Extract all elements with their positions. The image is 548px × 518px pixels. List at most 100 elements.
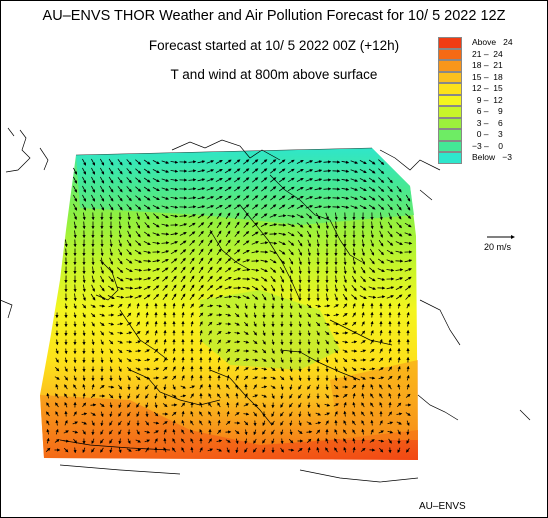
wind-arrow	[136, 384, 140, 391]
legend-label: 3 – 6	[472, 117, 503, 128]
wind-arrow	[341, 169, 350, 173]
wind-arrow	[180, 394, 187, 398]
wind-arrow	[163, 437, 167, 444]
wind-arrow	[404, 276, 412, 282]
wind-arrow	[262, 438, 266, 444]
wind-arrow	[234, 349, 241, 353]
legend-label: 15 – 18	[472, 71, 503, 82]
wind-arrow	[379, 393, 383, 399]
wind-arrow	[135, 186, 142, 192]
wind-arrow	[325, 212, 329, 221]
wind-arrow	[225, 331, 232, 335]
wind-arrow	[143, 259, 152, 263]
wind-arrow	[306, 430, 313, 434]
wind-arrow	[198, 248, 204, 256]
wind-arrow	[341, 187, 350, 191]
wind-arrow	[350, 160, 359, 164]
wind-arrow	[225, 304, 231, 308]
wind-arrow	[359, 196, 367, 200]
wind-arrow	[170, 196, 179, 200]
wind-arrow	[207, 248, 213, 256]
wind-arrow	[379, 230, 383, 238]
wind-arrow	[368, 168, 376, 174]
legend-label: 21 – 24	[472, 48, 503, 59]
wind-arrow	[387, 375, 393, 380]
wind-arrow	[315, 304, 322, 308]
wind-arrow	[278, 159, 286, 165]
wind-arrow	[153, 367, 160, 371]
wind-arrow	[262, 402, 266, 408]
wind-arrow	[73, 221, 77, 230]
wind-arrow	[270, 367, 276, 371]
wind-arrow	[253, 438, 257, 444]
wind-arrow	[108, 393, 114, 399]
wind-arrow	[188, 205, 197, 209]
wind-arrow	[378, 239, 384, 247]
wind-arrow	[135, 195, 142, 201]
wind-arrow	[207, 313, 213, 317]
wind-arrow	[351, 284, 357, 292]
wind-arrow	[216, 266, 222, 273]
legend-swatch	[438, 106, 462, 118]
wind-arrow	[109, 438, 113, 444]
wind-arrow	[134, 295, 143, 299]
wind-arrow	[198, 230, 204, 237]
wind-arrow	[217, 365, 221, 372]
wind-arrow	[118, 402, 122, 409]
wind-arrow	[360, 266, 366, 274]
wind-arrow	[270, 276, 276, 283]
wind-arrow	[82, 158, 86, 166]
wind-arrow	[233, 168, 241, 174]
wind-arrow	[243, 186, 250, 192]
legend-item: Below −3	[438, 152, 548, 164]
wind-arrow	[118, 438, 122, 445]
wind-arrow	[117, 331, 124, 335]
wind-arrow	[334, 410, 338, 417]
wind-arrow	[253, 411, 257, 417]
wind-arrow	[161, 232, 170, 236]
wind-arrow	[144, 339, 150, 344]
wind-arrow	[108, 385, 115, 389]
wind-arrow	[395, 231, 403, 237]
wind-arrow	[116, 276, 124, 282]
wind-arrow	[288, 438, 294, 444]
wind-arrow	[342, 340, 349, 344]
wind-arrow	[351, 331, 357, 335]
wind-arrow	[378, 186, 385, 192]
wind-arrow	[152, 187, 160, 191]
wind-arrow	[243, 177, 250, 183]
wind-arrow	[342, 322, 349, 326]
wind-arrow	[46, 411, 50, 417]
wind-arrow	[208, 402, 212, 408]
wind-arrow	[190, 303, 194, 309]
wind-arrow	[181, 410, 185, 417]
wind-arrow	[388, 438, 392, 444]
wind-arrow	[341, 160, 350, 164]
legend-swatch	[438, 94, 462, 106]
legend-swatch	[438, 152, 462, 164]
wind-arrow	[361, 437, 365, 444]
wind-arrow	[109, 357, 113, 364]
wind-arrow	[289, 366, 293, 373]
wind-arrow	[352, 248, 356, 257]
wind-arrow	[82, 303, 87, 309]
wind-arrow	[100, 248, 104, 257]
wind-arrow	[297, 430, 303, 434]
wind-arrow	[126, 349, 133, 353]
wind-arrow	[296, 214, 304, 218]
wind-arrow	[406, 438, 410, 444]
wind-arrow	[395, 250, 404, 254]
wind-arrow	[278, 204, 286, 210]
wind-arrow	[252, 394, 259, 398]
temperature-field-southeast	[330, 360, 418, 440]
wind-arrow	[270, 385, 276, 389]
wind-arrow	[55, 339, 59, 346]
wind-arrow	[233, 186, 241, 192]
wind-arrow	[352, 375, 357, 381]
wind-arrow	[91, 438, 95, 445]
wind-arrow	[359, 295, 367, 299]
wind-arrow	[360, 376, 366, 380]
wind-arrow	[181, 429, 185, 435]
wind-arrow	[271, 348, 275, 355]
legend-swatch	[438, 60, 462, 72]
